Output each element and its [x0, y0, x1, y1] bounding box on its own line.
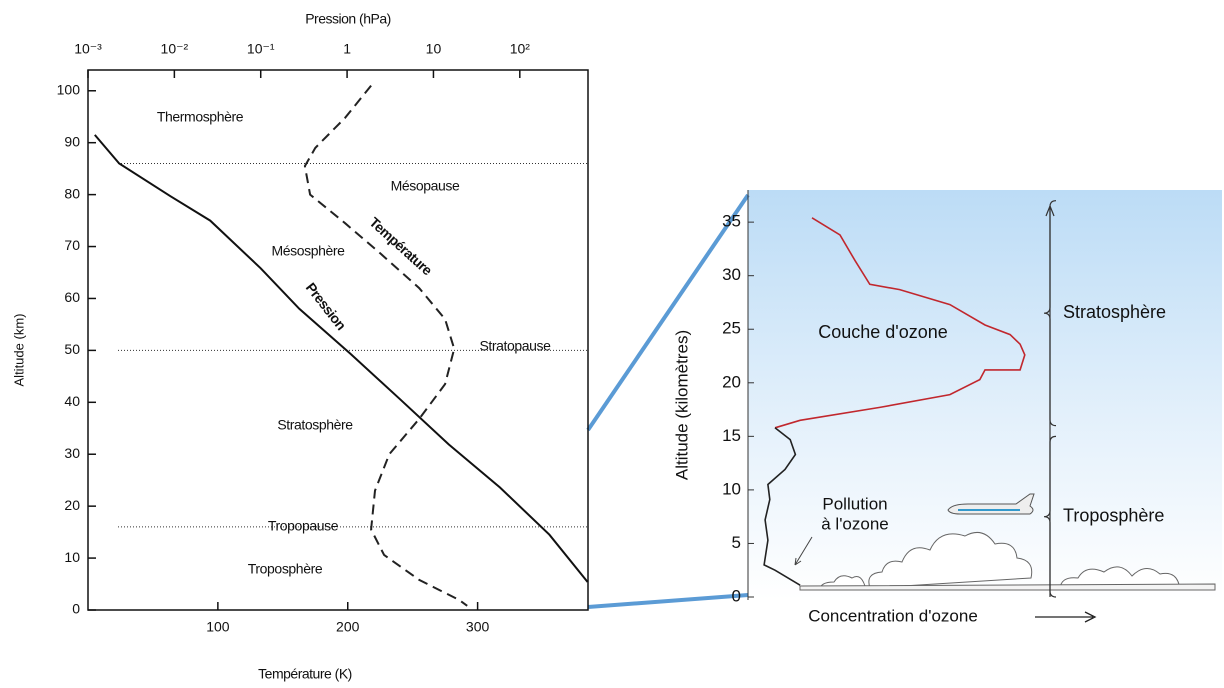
series-line [94, 134, 589, 583]
y-axis-label: Altitude (km) [11, 314, 26, 387]
layer-label: Thermosphère [157, 109, 244, 125]
curve-label: Pression [303, 280, 350, 333]
layer-brace [1043, 435, 1057, 598]
y-tick-label: 15 [722, 426, 741, 445]
y-tick-label: 5 [732, 533, 741, 552]
x2-tick-label: 10⁻² [161, 41, 189, 57]
layer-label: Stratosphère [277, 417, 353, 433]
connector [586, 193, 750, 432]
layer-label: Tropopause [268, 518, 339, 534]
layer-label: Mésopause [391, 178, 460, 194]
layer-brace [1043, 200, 1057, 427]
y-tick-label: 10 [64, 549, 80, 565]
x-axis-label: Concentration d'ozone [808, 606, 978, 625]
clouds [799, 531, 1216, 591]
curve-label: Température [366, 214, 435, 279]
y-tick-label: 90 [64, 133, 80, 149]
layer-label: Troposphère [248, 561, 323, 577]
series-line [763, 427, 801, 586]
x-axis-label: Température (K) [258, 666, 352, 682]
y-tick-label: 20 [722, 372, 741, 391]
y-tick-label: 25 [722, 319, 741, 338]
y-tick-label: 20 [64, 497, 80, 513]
x-tick-label: 300 [466, 619, 490, 635]
airplane [947, 493, 1035, 515]
x2-tick-label: 10² [510, 41, 531, 57]
annotation: à l'ozone [821, 514, 889, 533]
y-tick-label: 70 [64, 237, 80, 253]
x2-tick-label: 10 [426, 41, 442, 57]
x2-tick-label: 10⁻¹ [247, 41, 275, 57]
annotation-leader [794, 536, 813, 566]
panel-background [748, 190, 1222, 600]
x-tick-label: 100 [206, 619, 230, 635]
layer-label: Mésosphère [271, 243, 345, 259]
y-tick-label: 80 [64, 185, 80, 201]
x2-axis-label: Pression (hPa) [305, 11, 391, 27]
y-tick-label: 10 [722, 479, 741, 498]
y-tick-label: 0 [732, 586, 741, 605]
y-tick-label: 100 [57, 81, 81, 97]
connector [587, 593, 749, 609]
series-line [774, 217, 1026, 429]
x-tick-label: 200 [336, 619, 360, 635]
layer-label: Stratopause [479, 338, 551, 354]
annotation: Couche d'ozone [818, 322, 948, 342]
series-line [303, 84, 468, 607]
layer-label: Troposphère [1063, 505, 1164, 525]
x2-tick-label: 1 [343, 41, 351, 57]
y-axis-label: Altitude (kilomètres) [672, 330, 691, 480]
y-tick-label: 0 [72, 601, 80, 617]
x2-tick-label: 10⁻³ [74, 41, 102, 57]
plot-frame [87, 69, 589, 611]
y-tick-label: 60 [64, 289, 80, 305]
y-tick-label: 50 [64, 341, 80, 357]
y-tick-label: 35 [722, 212, 741, 231]
x-arrow [1035, 611, 1097, 623]
y-tick-label: 30 [722, 265, 741, 284]
layer-label: Stratosphère [1063, 302, 1166, 322]
annotation: Pollution [822, 494, 887, 513]
y-tick-label: 40 [64, 393, 80, 409]
y-tick-label: 30 [64, 445, 80, 461]
